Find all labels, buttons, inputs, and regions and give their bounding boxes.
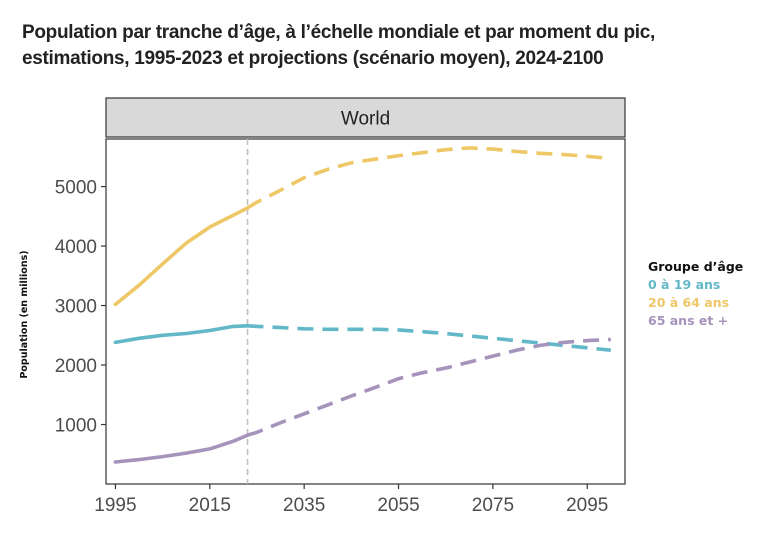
plot-panel (105, 138, 626, 485)
series-line-0-projection (247, 324, 611, 352)
x-tick-label: 1995 (94, 495, 136, 516)
x-tick-label: 2055 (377, 495, 419, 516)
series-line-2-estimate (113, 433, 250, 464)
legend-title: Groupe d’âge (648, 259, 744, 274)
legend: Groupe d’âge 0 à 19 ans 20 à 64 ans 65 a… (648, 258, 743, 330)
chart-title-line-2: estimations, 1995-2023 et projections (s… (22, 48, 604, 69)
legend-item-65-plus: 65 ans et + (648, 313, 729, 328)
series-line-1-projection (246, 146, 611, 210)
chart-title: Population par tranche d’âge, à l’échell… (22, 20, 752, 72)
chart-title-line-1: Population par tranche d’âge, à l’échell… (22, 22, 655, 43)
x-tick-label: 2015 (189, 495, 231, 516)
y-tick-label: 3000 (55, 297, 97, 318)
y-tick-label: 5000 (55, 178, 97, 199)
y-axis-label: Population (en millions) (19, 250, 30, 378)
x-tick-label: 2095 (566, 495, 608, 516)
legend-item-20-64: 20 à 64 ans (648, 295, 730, 310)
y-tick-label: 1000 (55, 416, 97, 437)
x-tick-label: 2075 (472, 495, 514, 516)
y-tick-label: 4000 (55, 237, 97, 258)
series-line-0-estimate (113, 324, 250, 345)
series-line-1-estimate (113, 206, 250, 307)
x-tick-label: 2035 (283, 495, 325, 516)
legend-item-0-19: 0 à 19 ans (648, 277, 721, 292)
facet-strip-label: World (341, 109, 390, 130)
y-tick-label: 2000 (55, 356, 97, 377)
facet-strip (105, 97, 626, 138)
series-line-2-projection (246, 337, 611, 437)
